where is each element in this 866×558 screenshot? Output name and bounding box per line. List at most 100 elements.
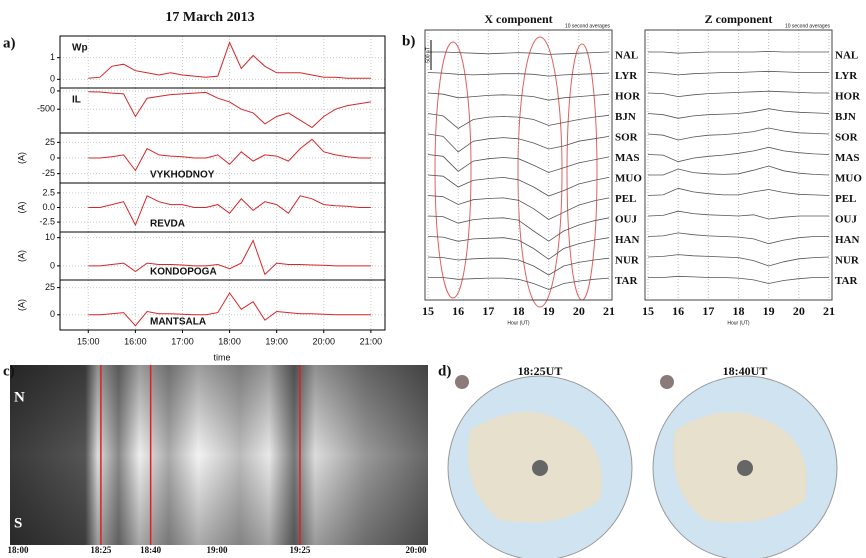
y-tick-label: 0.0	[42, 202, 55, 212]
series-line	[88, 91, 371, 129]
x-tick-label: 19	[543, 304, 555, 318]
x-tick-label: 19	[763, 304, 775, 318]
trace	[427, 236, 610, 260]
y-tick-label: 1	[50, 52, 55, 62]
x-tick-label: 16	[672, 304, 684, 318]
station-label: BJN	[835, 111, 856, 123]
station-label: MAS	[835, 152, 859, 164]
y-tick-label: 2.5	[42, 187, 55, 197]
station-label: HOR	[615, 91, 641, 103]
x-tick-label: 19:00	[265, 336, 288, 346]
y-tick-label: 25	[45, 137, 55, 147]
subplot-frame	[59, 231, 386, 281]
x-tick-label: 15:00	[77, 336, 100, 346]
station-label: OUJ	[615, 214, 638, 226]
map-title: 18:40UT	[723, 364, 768, 378]
highlight-ellipses	[434, 36, 598, 308]
x-tick-label: 17:00	[171, 336, 194, 346]
y-axis-label: (A)	[16, 152, 26, 164]
y-axis-label: (A)	[16, 202, 26, 214]
trace	[427, 174, 610, 197]
x-tick-label: 20:00	[313, 336, 336, 346]
y-tick-label: -2.5	[39, 216, 55, 226]
x-tick-label: 18:00	[7, 545, 28, 555]
series-line	[88, 138, 371, 172]
x-tick-label: 18:00	[218, 336, 241, 346]
station-label: OUJ	[835, 214, 858, 226]
trace	[647, 127, 830, 141]
keogram-shade	[10, 365, 428, 545]
trace	[427, 92, 610, 101]
panel-label: a)	[3, 35, 16, 51]
trace	[647, 187, 830, 196]
trace	[648, 50, 829, 54]
keogram-top-label: N	[14, 389, 25, 405]
x-tick-label: 20	[573, 304, 585, 318]
map-left	[447, 375, 633, 558]
panel-label: d)	[438, 363, 451, 379]
subplot-frame	[59, 279, 386, 331]
note: 10 second averages	[785, 23, 831, 29]
trace	[427, 256, 610, 276]
subplot-name: KONDOPOGA	[150, 267, 217, 278]
station-label: LYR	[615, 70, 638, 82]
trace	[647, 90, 829, 98]
x-tick-label: 16:00	[124, 336, 147, 346]
y-tick-label: 0	[50, 152, 55, 162]
x-axis-label: Hour (UT)	[727, 320, 750, 326]
trace	[427, 113, 610, 129]
y-tick-label: -500	[37, 104, 55, 114]
plot-frame	[644, 29, 833, 301]
y-tick-label: 0	[50, 85, 55, 95]
station-label: BJN	[615, 111, 636, 123]
station-label: LYR	[835, 70, 858, 82]
x-tick-label: 20:00	[406, 545, 427, 555]
panel-label: c)	[3, 363, 15, 379]
y-axis-label: (A)	[16, 299, 26, 311]
trace	[647, 232, 829, 245]
station-label: TAR	[615, 275, 638, 287]
x-tick-label: 18:25	[90, 545, 111, 555]
station-label: MUO	[615, 173, 642, 185]
x-tick-label: 19:25	[289, 545, 310, 555]
trace	[647, 210, 829, 220]
series-line	[88, 195, 371, 227]
y-tick-label: -25	[42, 168, 55, 178]
trace	[647, 254, 830, 267]
x-tick-label: 18	[513, 304, 525, 318]
chart-title: X component	[484, 12, 552, 26]
trace	[428, 277, 610, 290]
station-label: HAN	[615, 234, 640, 246]
x-axis-label: Hour (UT)	[507, 320, 530, 326]
trace	[647, 70, 829, 76]
x-tick-label: 21:00	[360, 336, 383, 346]
series-line	[88, 41, 371, 79]
station-label: NAL	[835, 50, 858, 62]
subplot-name: IL	[72, 95, 81, 106]
station-label: SOR	[615, 132, 639, 144]
x-tick-label: 15	[422, 304, 434, 318]
station-label: PEL	[615, 193, 636, 205]
chart-title: Z component	[705, 12, 773, 26]
station-label: MUO	[835, 173, 862, 185]
y-tick-label: 0	[50, 309, 55, 319]
map-title: 18:25UT	[518, 364, 563, 378]
station-label: NAL	[615, 50, 638, 62]
trace	[427, 72, 610, 77]
trace	[428, 51, 610, 55]
station-label: TAR	[835, 275, 858, 287]
chart-title: 17 March 2013	[165, 10, 254, 25]
y-axis-label: (A)	[16, 250, 26, 262]
station-label: NUR	[615, 255, 640, 267]
y-tick-label: 0	[50, 74, 55, 84]
x-tick-label: 17	[482, 304, 494, 318]
trace	[648, 275, 829, 284]
station-label: HOR	[835, 91, 861, 103]
y-tick-label: 10	[45, 232, 55, 242]
x-tick-label: 19:00	[207, 545, 228, 555]
station-label: PEL	[835, 193, 856, 205]
scale-label: 500 nT	[425, 47, 431, 63]
map-right	[652, 375, 838, 558]
y-tick-label: 25	[45, 282, 55, 292]
trace	[427, 133, 610, 153]
